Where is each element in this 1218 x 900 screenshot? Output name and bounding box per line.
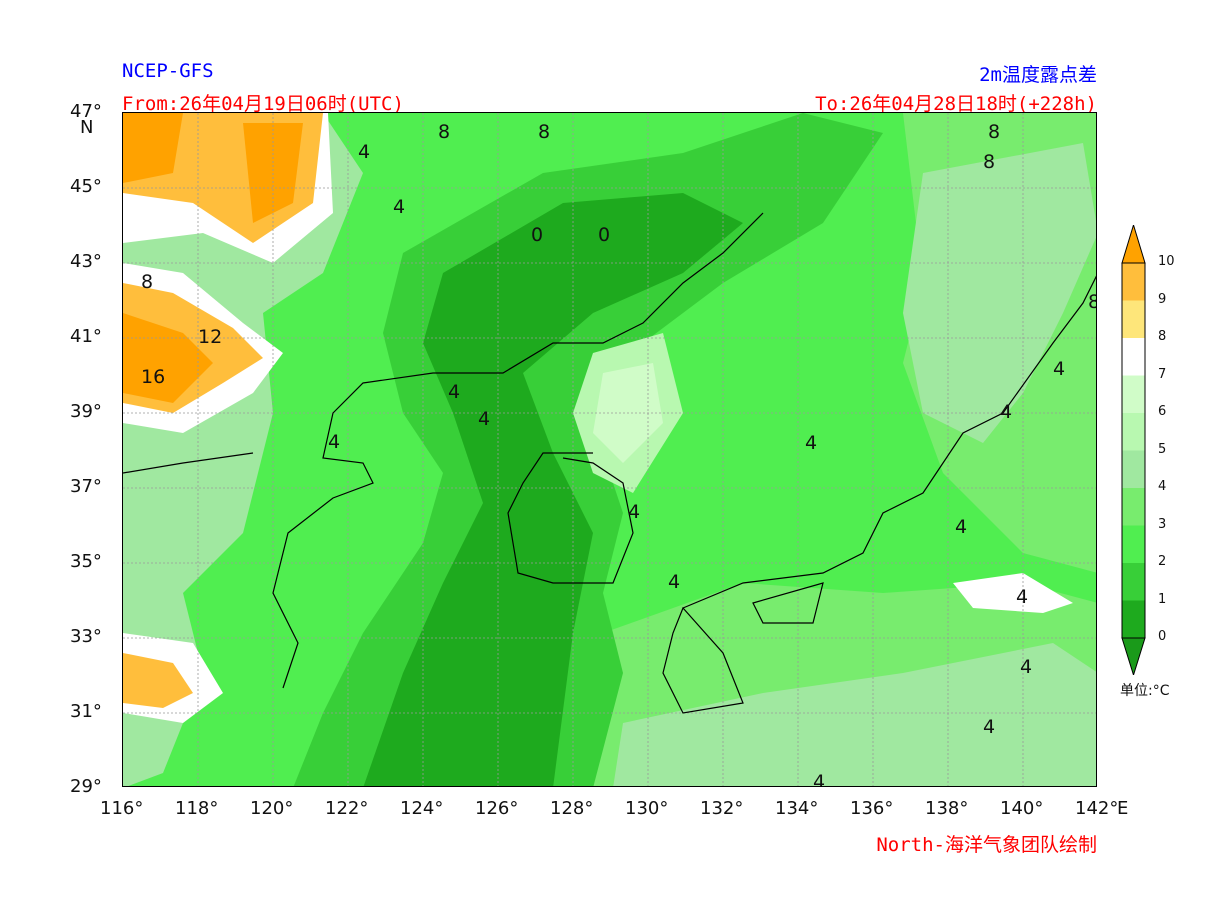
lon-tick-label: 118° [175, 798, 219, 819]
contour-label: 4 [393, 196, 405, 218]
contour-label: 8 [988, 121, 1000, 143]
colorbar-tick-label: 10 [1158, 254, 1175, 269]
lon-tick-label: 138° [925, 798, 969, 819]
contour-label: 4 [668, 571, 680, 593]
lon-tick-label: 130° [625, 798, 669, 819]
field-4-5 [903, 143, 1096, 443]
contour-label: 4 [805, 432, 817, 454]
contour-label: 8 [1088, 291, 1097, 313]
field-above-10 [123, 313, 213, 403]
credit: North-海洋气象团队绘制 [876, 834, 1097, 856]
colorbar [1121, 223, 1146, 677]
colorbar-tick-label: 9 [1158, 291, 1167, 307]
lat-tick-label: 45° [70, 176, 102, 197]
lon-tick-label: 126° [475, 798, 519, 819]
colorbar-extend-max [1121, 223, 1146, 264]
contour-label: 4 [1016, 586, 1028, 608]
colorbar-segment [1122, 263, 1145, 301]
colorbar-segment [1122, 338, 1145, 376]
contour-label: 4 [448, 381, 460, 403]
colorbar-extend-min [1121, 637, 1146, 677]
colorbar-segment [1122, 413, 1145, 451]
field-above-10 [123, 113, 303, 223]
lon-tick-label: 120° [250, 798, 294, 819]
init-time: From:26年04月19日06时(UTC) [122, 93, 404, 115]
colorbar-tick-label: 5 [1158, 441, 1167, 457]
colorbar-segment [1122, 525, 1145, 563]
lat-tick-label: 43° [70, 251, 102, 272]
contour-label: 4 [478, 408, 490, 430]
lat-tick-label: 41° [70, 326, 102, 347]
lon-tick-label: 134° [775, 798, 819, 819]
contour-label: 12 [198, 326, 222, 348]
lat-tick-label: 39° [70, 401, 102, 422]
dewpoint-depression-field: 884400812164444444444444888 [123, 113, 1097, 787]
map-plot: 884400812164444444444444888 [122, 112, 1097, 787]
colorbar-tick-label: 4 [1158, 479, 1167, 494]
colorbar-segment [1122, 488, 1145, 526]
colorbar-unit: 单位:°C [1120, 683, 1170, 699]
lon-tick-label: 140° [1000, 798, 1044, 819]
contour-label: 4 [328, 431, 340, 453]
colorbar-segment [1122, 450, 1145, 488]
colorbar-segment [1122, 563, 1145, 601]
colorbar-tick-label: 0 [1158, 629, 1167, 644]
contour-label: 16 [141, 366, 165, 388]
lat-tick-label: 37° [70, 476, 102, 497]
colorbar-frame [1121, 262, 1146, 639]
contour-label: 4 [813, 771, 825, 787]
chart-title: 2m温度露点差 [979, 64, 1097, 86]
contour-label: 4 [358, 141, 370, 163]
lon-unit: E [1117, 798, 1129, 819]
contour-label: 4 [1000, 401, 1012, 423]
colorbar-segment [1122, 300, 1145, 338]
lon-tick-label: 128° [550, 798, 594, 819]
colorbar-segment [1122, 600, 1145, 638]
lat-tick-label: 47° [70, 101, 102, 122]
field-7-8 [953, 573, 1073, 613]
contour-label: 4 [1053, 358, 1065, 380]
contour-label: 4 [1020, 656, 1032, 678]
contour-label: 8 [538, 121, 550, 143]
lon-tick-label: 132° [700, 798, 744, 819]
model-source: NCEP-GFS [122, 60, 214, 82]
coastlines [123, 212, 1096, 714]
contour-label: 4 [628, 501, 640, 523]
lat-tick-label: 29° [70, 776, 102, 797]
colorbar-tick-label: 7 [1158, 366, 1167, 382]
contour-label: 4 [983, 716, 995, 738]
lon-tick-label: 136° [850, 798, 894, 819]
lat-tick-label: 33° [70, 626, 102, 647]
colorbar-tick-label: 2 [1158, 554, 1167, 569]
contour-label: 8 [438, 121, 450, 143]
lon-tick-label: 122° [325, 798, 369, 819]
lon-tick-label: 142° [1075, 798, 1119, 819]
contour-label: 4 [955, 516, 967, 538]
contour-label: 0 [598, 224, 610, 246]
contour-label: 8 [141, 271, 153, 293]
lon-tick-label: 124° [400, 798, 444, 819]
lon-tick-label: 116° [100, 798, 144, 819]
field-9-10 [123, 653, 193, 708]
colorbar-tick-label: 1 [1158, 591, 1167, 607]
field-4-5 [613, 643, 1096, 786]
colorbar-segment [1122, 375, 1145, 413]
colorbar-tick-label: 8 [1158, 329, 1167, 344]
field-0-1 [363, 193, 743, 786]
colorbar-tick-label: 3 [1158, 516, 1167, 532]
graticule [123, 113, 1096, 786]
lat-tick-label: 35° [70, 551, 102, 572]
contour-label: 0 [531, 224, 543, 246]
colorbar-tick-label: 6 [1158, 404, 1167, 419]
lat-unit: N [80, 117, 94, 138]
lat-tick-label: 31° [70, 701, 102, 722]
contour-label: 8 [983, 151, 995, 173]
valid-time: To:26年04月28日18时(+228h) [815, 93, 1097, 115]
